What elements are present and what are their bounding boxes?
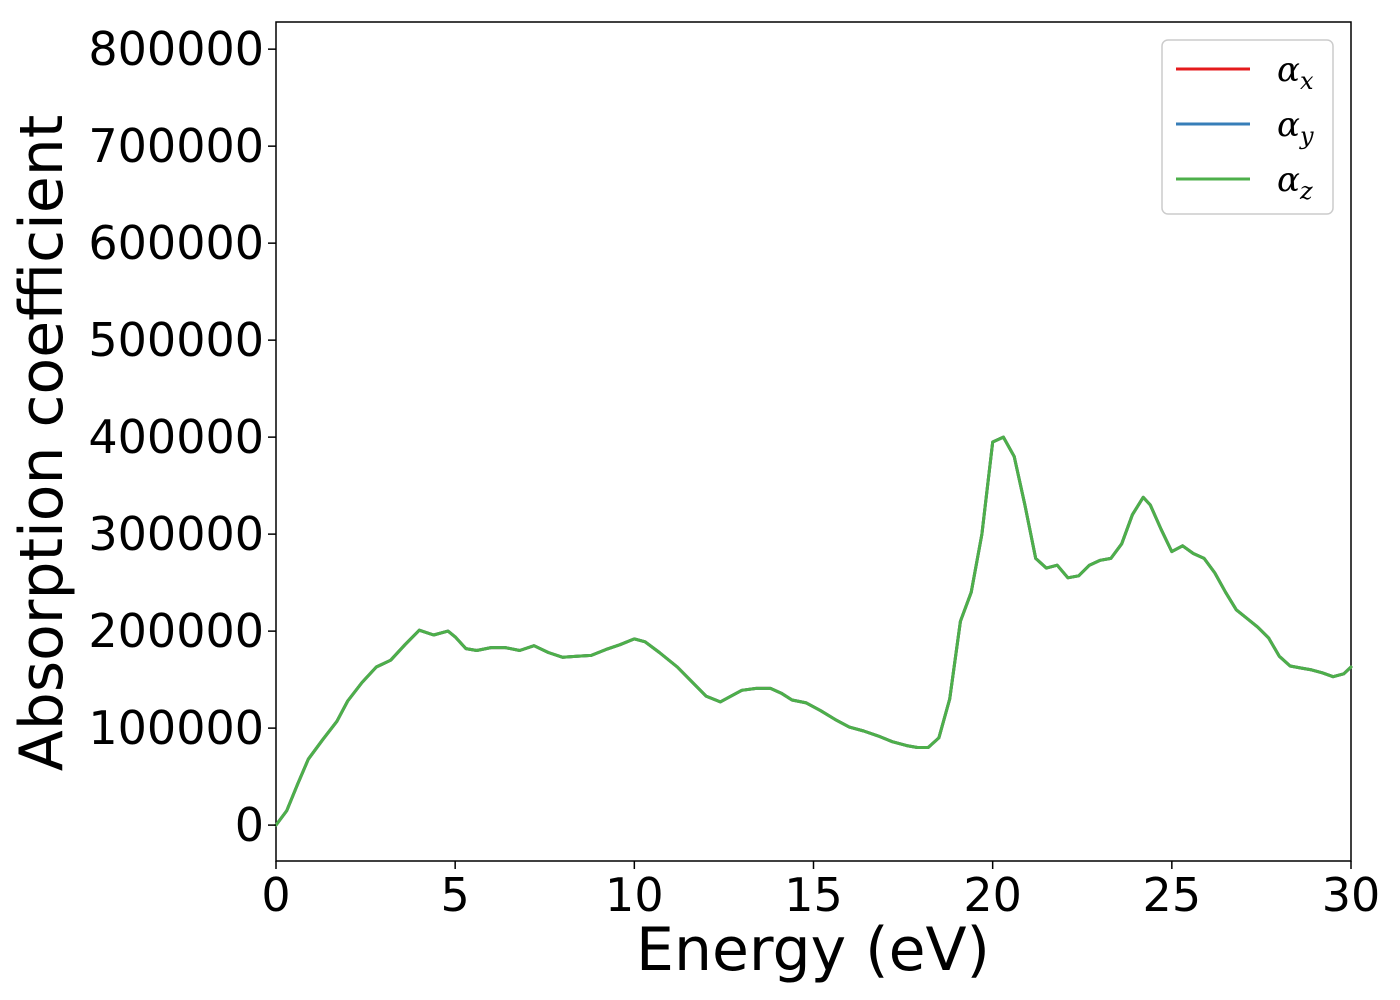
legend-label: αz [1277,160,1313,205]
legend: αx αy αz [1161,39,1334,215]
legend-box [1161,39,1334,215]
y-tick-label: 100000 [88,701,264,755]
x-tick-label: 15 [784,868,843,922]
series-layer [274,435,1353,827]
x-axis-title: Energy (eV) [636,915,990,985]
x-tick-label: 30 [1322,868,1381,922]
legend-label: αy [1277,105,1314,150]
y-tick-label: 500000 [88,313,264,367]
y-tick-label: 0 [235,798,264,852]
x-tick-label: 25 [1143,868,1202,922]
y-tick-label: 700000 [88,119,264,173]
x-axis-ticks: 0 5 10 15 20 25 30 [261,861,1380,922]
x-tick-label: 5 [441,868,470,922]
y-tick-label: 800000 [88,22,264,76]
y-tick-label: 200000 [88,604,264,658]
x-tick-label: 20 [963,868,1022,922]
y-axis-title: Absorption coefficient [7,115,77,772]
x-tick-label: 0 [261,868,290,922]
series-line-αy [274,435,1353,827]
series-line-αx [274,435,1353,827]
series-line-αz [274,435,1353,827]
y-tick-label: 600000 [88,216,264,270]
y-tick-label: 400000 [88,410,264,464]
y-axis-ticks: 0 100000 200000 300000 400000 500000 600000 700… [88,22,276,852]
y-tick-label: 300000 [88,507,264,561]
legend-label: αx [1277,50,1314,95]
x-tick-label: 10 [605,868,664,922]
